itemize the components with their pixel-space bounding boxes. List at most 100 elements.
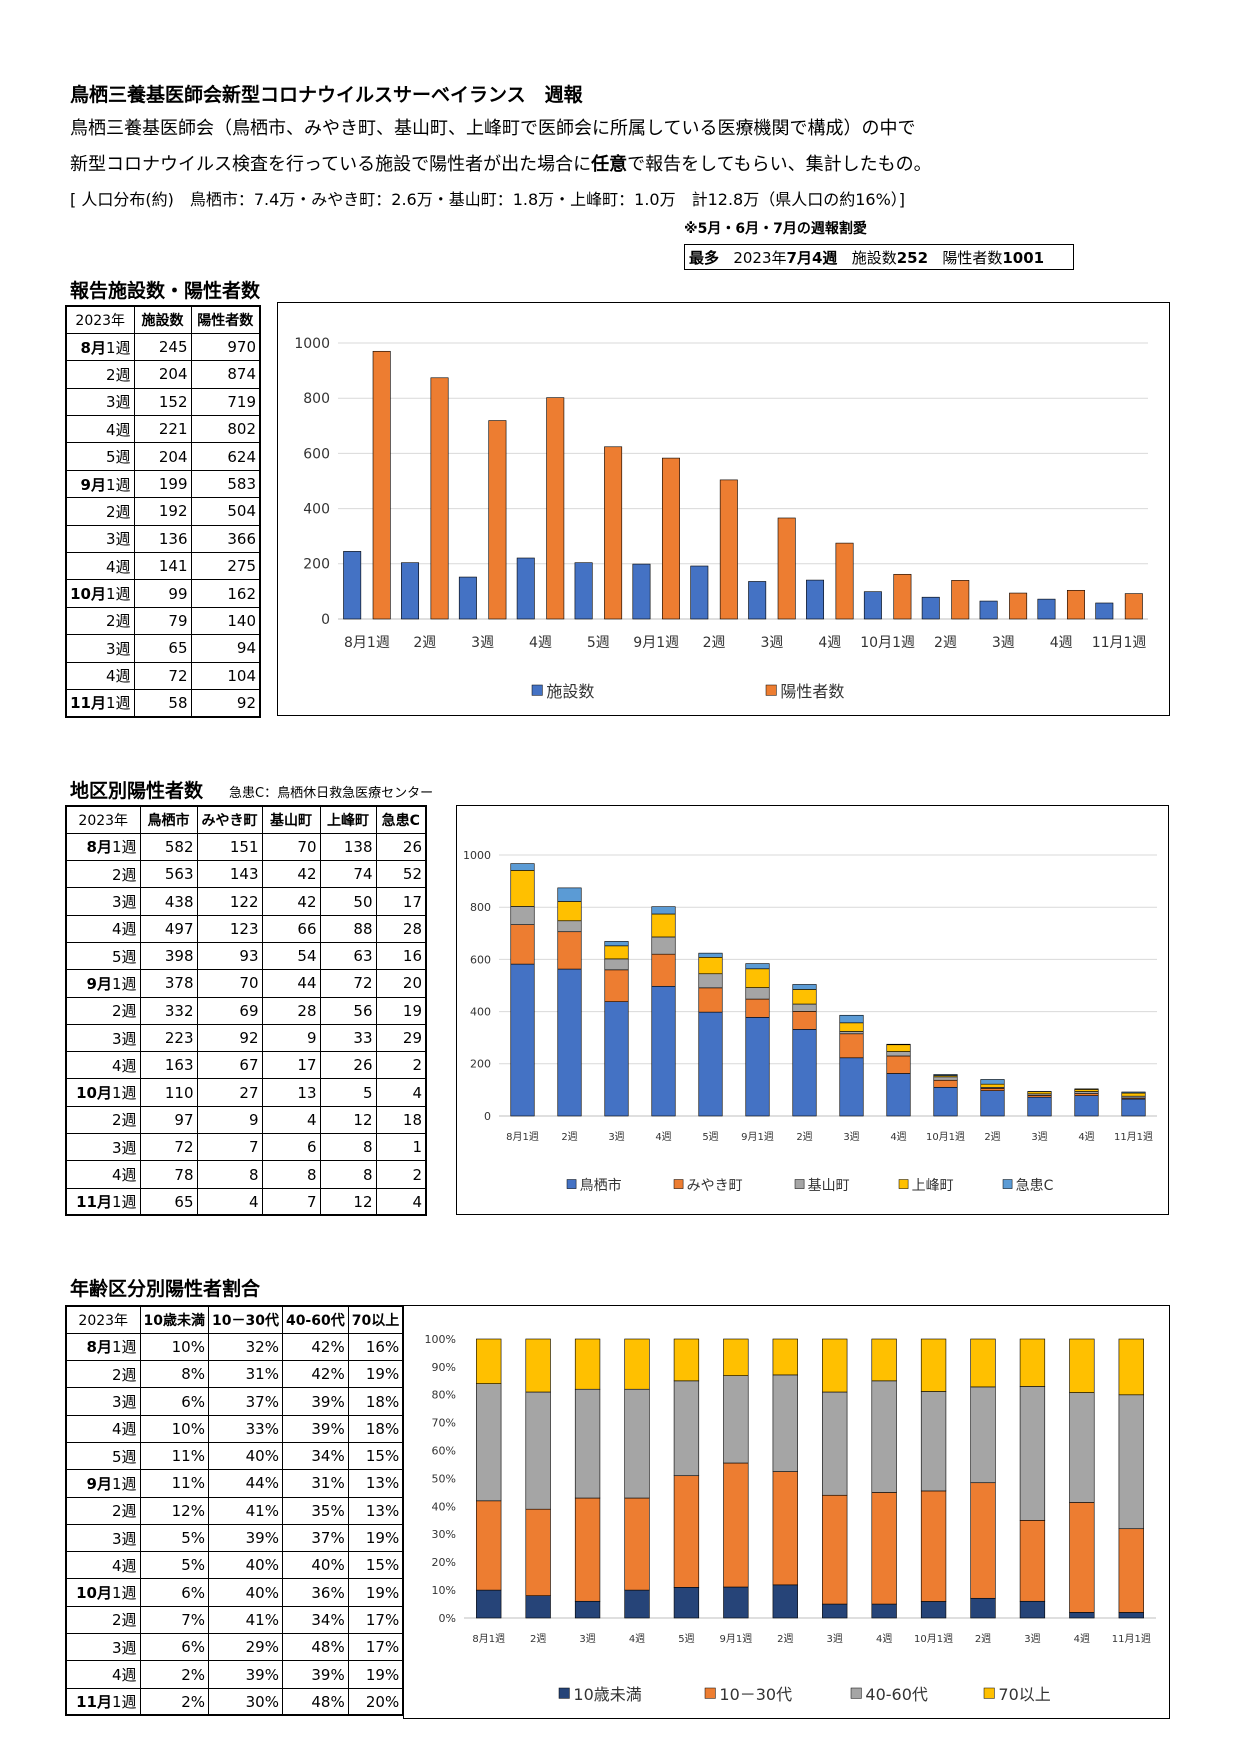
week-label: 1週 — [111, 1584, 137, 1603]
value-cell: 65 — [139, 1187, 198, 1216]
week-cell: 11月1週 — [65, 1187, 141, 1216]
intro-line-2-part-a: 新型コロナウイルス検査を行っている施設で陽性者が出た場合に — [70, 154, 592, 175]
bar-segment-急患C — [792, 984, 817, 990]
bar-segment-10－30代 — [1019, 1520, 1046, 1602]
x-tick-label: 10月1週 — [860, 635, 915, 651]
table-row: 10月1週 110 27 13 5 4 — [65, 1078, 427, 1107]
table-row: 11月1週 2% 30% 48% 20% — [65, 1687, 404, 1716]
legend-label: 10歳未満 — [573, 1685, 641, 1704]
week-label: 1週 — [111, 974, 137, 993]
x-tick-label: 4週 — [529, 635, 552, 651]
facility-positive-table: 2023年 施設数 陽性者数 8月1週 245 970 2週 204 874 3週 152 719 4週… — [65, 305, 261, 718]
table-row: 8月1週 245 970 — [65, 332, 261, 362]
value-cell: 110 — [139, 1078, 198, 1107]
legend-label: 陽性者数 — [780, 682, 844, 701]
value-cell: 5% — [139, 1523, 209, 1553]
bar-segment-基山町 — [886, 1051, 911, 1057]
header-row: 2023年 施設数 陽性者数 — [65, 305, 261, 334]
value-cell: 4 — [375, 1187, 427, 1216]
value-cell: 65 — [133, 634, 192, 663]
legend-swatch — [704, 1687, 716, 1699]
bar-segment-70以上 — [871, 1338, 897, 1382]
legend-swatch — [558, 1687, 570, 1699]
bar-segment-鳥栖市 — [510, 963, 535, 1117]
legend-label: 40-60代 — [865, 1685, 928, 1704]
value-cell: 48% — [281, 1687, 349, 1716]
value-cell: 141 — [133, 552, 192, 581]
value-cell: 4 — [261, 1105, 321, 1135]
value-cell: 970 — [190, 332, 261, 362]
bar-施設数 — [574, 562, 593, 620]
x-tick-label: 3週 — [579, 1633, 595, 1645]
week-label: 1週 — [111, 1193, 137, 1212]
week-cell: 3週 — [65, 1023, 141, 1053]
value-cell: 378 — [139, 969, 198, 998]
bar-segment-急患C — [651, 906, 676, 915]
value-cell: 497 — [139, 914, 198, 943]
x-tick-label: 11月1週 — [1092, 635, 1147, 651]
table-row: 3週 223 92 9 33 29 — [65, 1023, 427, 1053]
week-cell: 11月1週 — [65, 688, 135, 718]
value-cell: 40% — [207, 1441, 283, 1471]
y-tick-label: 60% — [432, 1444, 456, 1457]
bar-segment-40-60代 — [1019, 1386, 1046, 1521]
bar-segment-みやき町 — [651, 953, 676, 987]
table-row: 9月1週 378 70 44 72 20 — [65, 969, 427, 998]
value-cell: 34% — [281, 1441, 349, 1471]
table-row: 3週 72 7 6 8 1 — [65, 1133, 427, 1162]
x-tick-label: 11月1週 — [1114, 1131, 1153, 1143]
week-cell: 3週 — [65, 634, 135, 663]
bar-施設数 — [343, 551, 362, 620]
value-cell: 39% — [207, 1660, 283, 1689]
legend-swatch — [765, 684, 777, 696]
header-cell: 40-60代 — [281, 1305, 349, 1334]
bar-陽性者数 — [372, 350, 391, 620]
value-cell: 504 — [190, 497, 261, 526]
week-label: 4週 — [105, 420, 131, 439]
x-tick-label: 3週 — [992, 635, 1015, 651]
week-label: 3週 — [105, 393, 131, 412]
value-cell: 29 — [375, 1023, 427, 1053]
table-row: 2週 7% 41% 34% 17% — [65, 1605, 404, 1635]
x-tick-label: 4週 — [629, 1633, 645, 1645]
week-label: 1週 — [105, 694, 131, 713]
value-cell: 192 — [133, 497, 192, 526]
value-cell: 138 — [319, 832, 377, 862]
week-label: 5週 — [111, 1447, 137, 1466]
bar-segment-10歳未満 — [1019, 1600, 1046, 1619]
week-cell: 2週 — [65, 1360, 141, 1389]
table-row: 3週 6% 37% 39% 18% — [65, 1387, 404, 1416]
chart-district: 0 200 400 600 800 1000 8月1週 2週 3週 4週 5週 9月1週 2週 3週 4週 1… — [456, 805, 1169, 1215]
bar-施設数 — [1095, 602, 1114, 620]
table-row: 3週 6% 29% 48% 17% — [65, 1633, 404, 1662]
max-week-year: 2023年 — [733, 249, 787, 267]
month-label: 11月 — [76, 1193, 112, 1212]
value-cell: 36% — [281, 1578, 349, 1607]
value-cell: 41% — [207, 1605, 283, 1635]
value-cell: 11% — [139, 1441, 209, 1471]
bar-segment-40-60代 — [476, 1383, 502, 1502]
x-tick-label: 10月1週 — [914, 1633, 953, 1645]
value-cell: 221 — [133, 415, 192, 444]
header-cell: 10－30代 — [207, 1305, 283, 1334]
value-cell: 42% — [281, 1332, 349, 1362]
value-cell: 26 — [319, 1051, 377, 1080]
table-row: 2週 12% 41% 35% 13% — [65, 1496, 404, 1525]
omission-note: ※5月・6月・7月の週報割愛 — [684, 221, 867, 237]
value-cell: 40% — [207, 1551, 283, 1580]
y-tick-label: 600 — [470, 953, 491, 966]
bar-segment-70以上 — [673, 1338, 700, 1382]
bar-segment-70以上 — [1118, 1338, 1144, 1396]
bar-施設数 — [863, 591, 882, 620]
x-tick-label: 4週 — [655, 1131, 671, 1143]
bar-segment-基山町 — [1074, 1091, 1099, 1094]
month-label: 9月 — [86, 974, 112, 993]
value-cell: 37% — [281, 1523, 349, 1553]
month-label: 8月 — [86, 838, 112, 857]
value-cell: 12 — [319, 1187, 377, 1216]
intro-line-2-emphasis: 任意 — [591, 154, 628, 175]
value-cell: 152 — [133, 387, 192, 417]
week-label: 1週 — [111, 1474, 137, 1493]
y-tick-label: 400 — [303, 502, 330, 518]
bar-segment-40-60代 — [871, 1380, 897, 1493]
